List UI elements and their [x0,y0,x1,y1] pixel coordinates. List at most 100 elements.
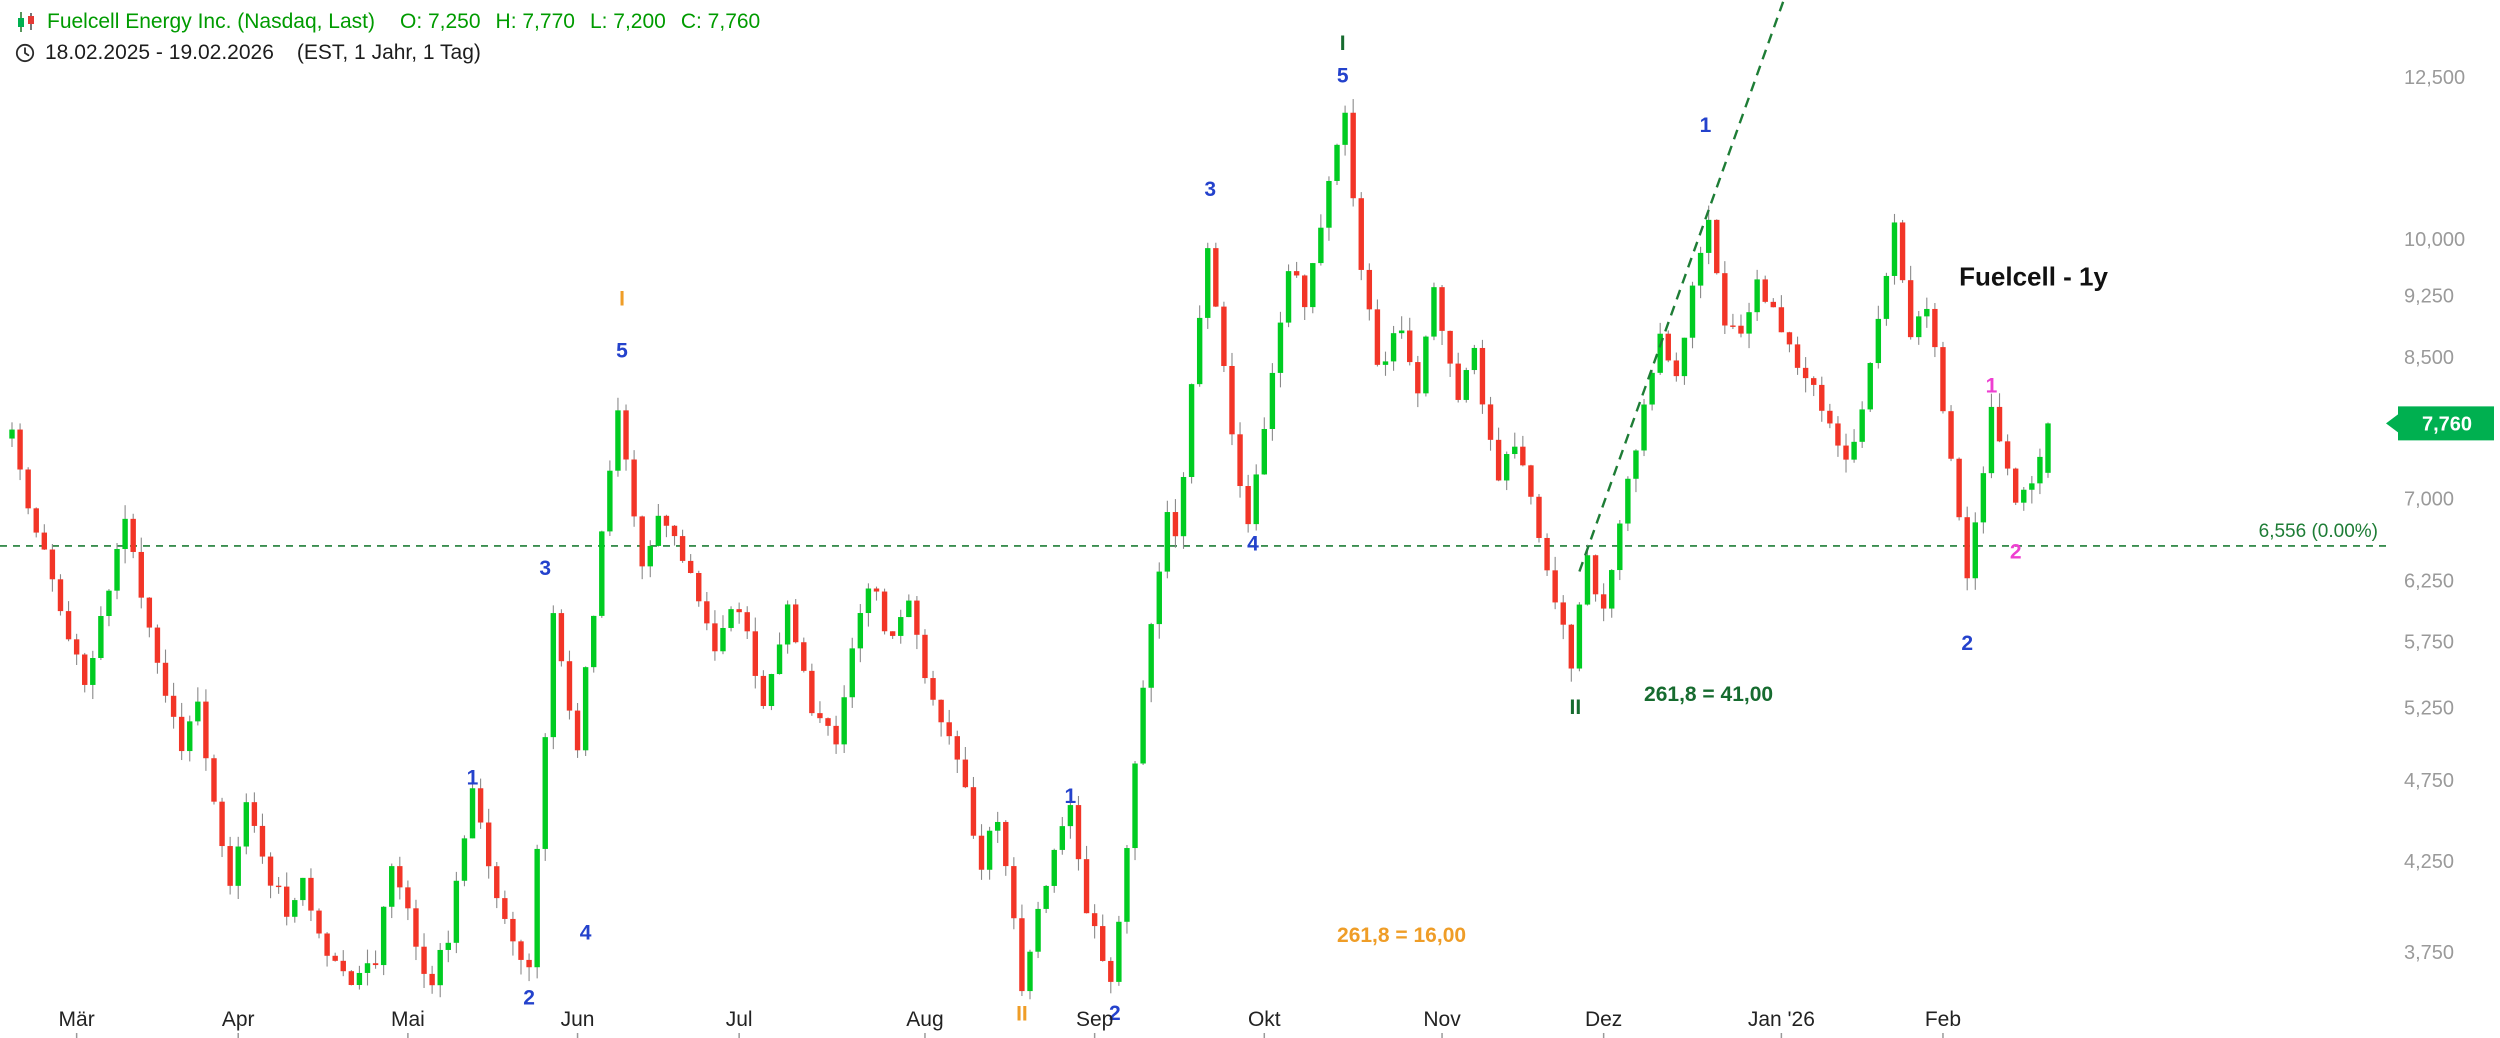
candle [316,908,322,939]
candle [1689,281,1696,349]
wave-label: 261,8 = 41,00 [1644,683,1773,706]
candle [1609,569,1615,618]
candle [2037,448,2043,495]
candlestick-chart-icon [14,10,38,34]
candle-body [1172,512,1179,537]
candle [906,594,912,618]
candle [1964,506,1970,591]
candle-body [970,787,977,836]
candle-body [671,525,678,537]
candle-body [1067,805,1074,827]
candle-body [1714,219,1720,274]
candle [1673,352,1680,382]
candle-body [267,856,274,886]
candle [1019,904,1025,996]
candle-body [437,949,443,986]
candle [1390,325,1397,371]
candle-body [1083,859,1090,914]
candle [1213,242,1219,308]
candle [792,599,799,644]
candle-body [582,667,589,751]
candle-body [566,661,573,711]
candle-body [1075,805,1082,860]
candle [324,932,330,967]
candle-body [1633,450,1639,479]
candle-body [364,963,371,973]
candle-body [1544,537,1550,571]
candle [566,650,573,720]
candle-body [1229,365,1235,435]
candle-body [445,942,451,950]
candle-body [914,600,920,635]
current-price-value: 7,760 [2422,413,2472,435]
candle-body [526,959,532,968]
candle-body [1439,287,1445,331]
candle-body [1512,446,1518,455]
candle [1584,544,1591,606]
candle-body [2037,456,2043,484]
candle [122,505,128,564]
instrument-name[interactable]: Fuelcell Energy Inc. (Nasdaq, Last) [47,9,375,33]
candle-body [1277,322,1284,373]
candle-body [405,887,411,909]
candle-body [1455,363,1461,400]
candle-body [106,590,112,616]
candle [49,544,56,592]
candle [1342,105,1348,156]
candle-body [1108,960,1114,982]
candle [82,652,88,693]
candle [65,601,72,642]
y-axis-label: 4,250 [2404,851,2454,873]
candle-body [1988,406,1995,474]
candle [251,792,258,833]
candle-body [453,880,460,943]
candle [1520,435,1526,467]
candle [1786,331,1793,353]
candle [243,793,250,855]
candle [469,781,476,839]
candle [881,588,888,635]
candle-body [1972,522,1978,579]
candle [25,467,31,515]
candle [33,507,39,538]
candle-body [801,642,807,671]
candle-body [1366,269,1373,310]
candle-body [1536,496,1542,538]
candle [704,592,710,631]
candle-body [663,515,670,526]
candle-body [1253,474,1259,525]
candle-body [477,788,484,823]
candle [857,604,864,663]
candle-body [1600,594,1607,609]
candle [1253,464,1259,531]
candle-body [1447,330,1453,364]
candle [413,899,419,961]
candle [744,606,750,640]
candle [348,970,355,986]
candle-body [300,877,306,901]
wave-label: 3 [1204,178,1216,201]
candle-body [1342,112,1348,145]
date-range[interactable]: 18.02.2025 - 19.02.2026 [45,40,274,64]
candle-body [283,886,290,917]
candle-body [275,885,282,888]
wave-label: 5 [616,340,628,363]
candle-body [1835,423,1841,446]
candle-body [1520,446,1526,466]
candle-body [1003,821,1009,867]
candle-body [518,941,524,960]
candle-body [728,609,734,628]
x-axis-label: Sep [1076,1008,1113,1031]
candle-body [1100,926,1106,961]
candle [994,811,1001,843]
candle-body [1681,337,1688,377]
candle [283,872,290,926]
candle [1334,143,1340,186]
candle-body [469,788,476,839]
candle-body [421,946,427,974]
candle [461,835,468,887]
candle-body [978,835,985,870]
candle [1067,791,1074,839]
candle-body [760,675,767,707]
